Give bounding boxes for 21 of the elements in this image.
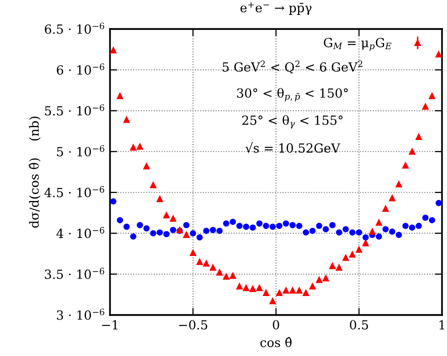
y-tick-label: 4 · 10$^{−6}$ <box>56 226 104 238</box>
x-tick-label: −0.5 <box>179 320 208 330</box>
y-tick-label: 6.5 · 10$^{−6}$ <box>44 22 104 34</box>
x-tick-label: 0.5 <box>350 320 368 330</box>
x-axis-title: cos θ̂ <box>260 337 292 348</box>
annotation: 30° < θ$_{p,p̄}$ < 150° <box>237 88 348 102</box>
x-tick-label: −1 <box>102 320 118 330</box>
y-tick-label: 4.5 · 10$^{−6}$ <box>44 186 104 198</box>
y-tick-label: 5 · 10$^{−6}$ <box>57 145 104 156</box>
chart-title: e$^{+}$e$^{−}$ → pp̄γ <box>240 2 312 15</box>
x-tick-label: 0 <box>272 320 280 330</box>
y-tick-label: 3 · 10$^{−6}$ <box>56 308 104 320</box>
annotation: 5 GeV$^{2}$ < Q$^{2}$ < 6 GeV$^{2}$ <box>222 60 362 74</box>
annotation: 25° < θ$_{γ}$ < 155° <box>242 115 343 129</box>
y-tick-label: 5.5 · 10$^{−6}$ <box>45 104 104 116</box>
x-tick-label: 1 <box>440 320 444 330</box>
y-tick-label: 6 · 10$^{−6}$ <box>56 63 104 75</box>
annotation: √s = 10.52GeV <box>245 142 340 153</box>
y-tick-label: 3.5 · 10$^{−6}$ <box>44 268 104 279</box>
legend-label: G$_{M}$ = μ$_{p}$G$_{E}$ <box>324 38 392 51</box>
y-axis-title: dσ/d(cos θ̂) (nb) <box>28 116 41 228</box>
